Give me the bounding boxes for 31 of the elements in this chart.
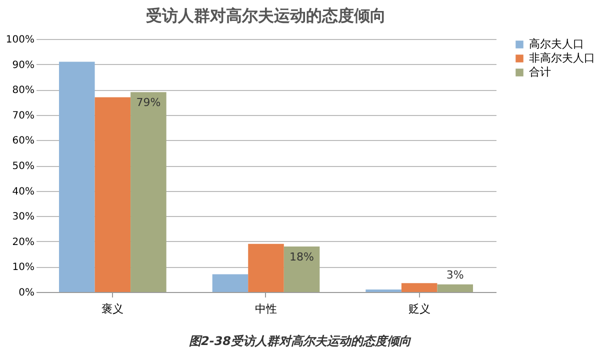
data-label: 3%	[446, 268, 464, 282]
y-tick-label: 0%	[18, 288, 34, 298]
bar	[437, 284, 473, 292]
bar	[284, 246, 320, 292]
bar	[94, 97, 131, 292]
y-tick-label: 80%	[12, 85, 34, 96]
bar	[248, 244, 284, 292]
y-tick-label: 40%	[12, 186, 34, 198]
y-tick-label: 10%	[12, 262, 34, 274]
bar	[401, 283, 438, 292]
y-tick-label: 90%	[12, 60, 34, 71]
bar	[366, 289, 402, 292]
bar	[130, 92, 166, 292]
legend-label: 非高尔夫人口	[529, 52, 595, 64]
data-label: 79%	[136, 96, 161, 110]
bar	[59, 62, 95, 292]
y-tick-label: 70%	[12, 110, 34, 122]
legend-label: 合计	[529, 66, 551, 78]
legend-label: 高尔夫人口	[529, 38, 584, 50]
caption: 图2-38受访人群对高尔夫运动的态度倾向	[188, 334, 412, 348]
x-tick-label: 贬义	[408, 302, 430, 316]
x-tick-label: 中性	[255, 302, 277, 316]
x-tick-label: 褒义	[102, 302, 124, 316]
y-tick-label: 100%	[6, 34, 34, 46]
chart-title: 受访人群对高尔夫运动的态度倾向	[145, 6, 386, 25]
y-tick-label: 60%	[12, 136, 34, 147]
data-label: 18%	[290, 250, 314, 264]
y-tick-label: 20%	[12, 236, 34, 248]
y-tick-label: 30%	[12, 212, 34, 223]
y-tick-label: 50%	[12, 161, 34, 172]
bar	[212, 274, 248, 292]
